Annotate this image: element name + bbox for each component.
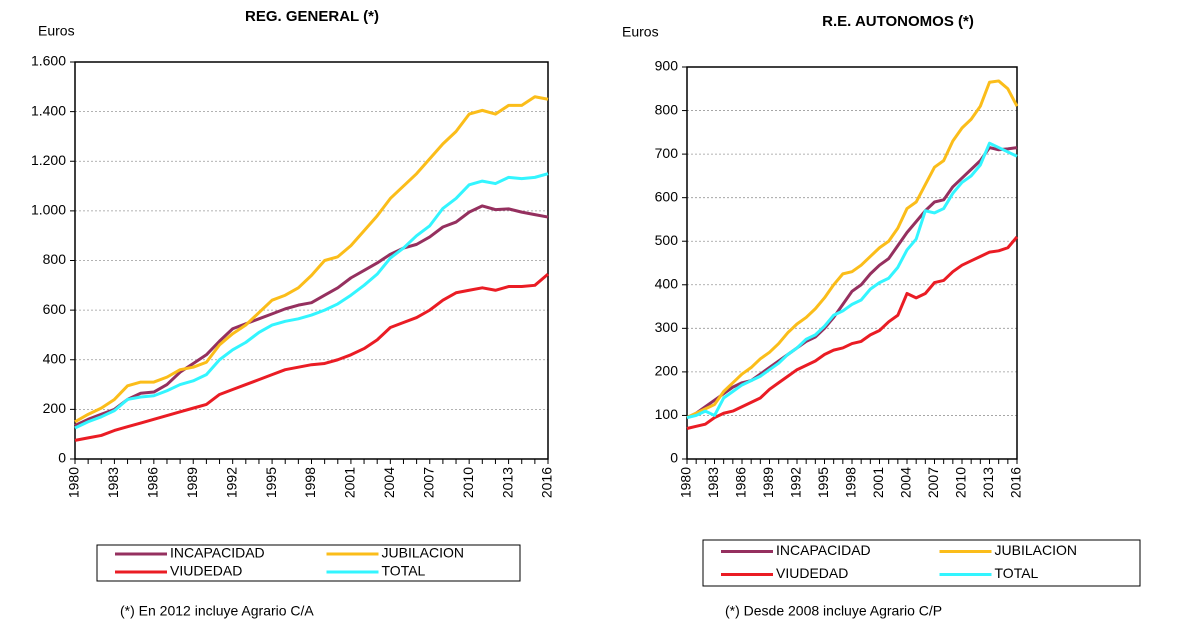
y-tick-label: 1.400 xyxy=(31,102,66,118)
x-tick-label: 2007 xyxy=(925,467,941,498)
x-tick-label: 2004 xyxy=(381,467,397,498)
y-tick-label: 1.600 xyxy=(31,53,66,69)
x-tick-label: 1986 xyxy=(733,467,749,498)
x-tick-label: 1980 xyxy=(66,467,82,498)
legend-label: JUBILACION xyxy=(382,545,464,561)
x-tick-label: 2007 xyxy=(420,467,436,498)
x-tick-label: 2010 xyxy=(953,467,969,498)
legend-label: INCAPACIDAD xyxy=(776,542,871,558)
x-tick-label: 1995 xyxy=(263,467,279,498)
legend-label: TOTAL xyxy=(382,563,426,579)
y-tick-label: 200 xyxy=(655,363,679,379)
data-line xyxy=(74,172,549,430)
y-axis-label: Euros xyxy=(38,23,75,39)
y-tick-label: 1.200 xyxy=(31,152,66,168)
data-line xyxy=(686,235,1019,430)
legend-box xyxy=(702,539,1141,587)
y-tick-label: 700 xyxy=(655,145,679,161)
x-tick-label: 2016 xyxy=(539,467,555,498)
y-tick-label: 600 xyxy=(43,301,67,317)
plot-frame xyxy=(74,61,549,460)
y-tick-label: 300 xyxy=(655,319,679,335)
y-tick-label: 200 xyxy=(43,400,67,416)
legend-label: VIUDEDAD xyxy=(170,563,242,579)
y-tick-label: 1.000 xyxy=(31,202,66,218)
y-tick-label: 600 xyxy=(655,188,679,204)
legend-label: VIUDEDAD xyxy=(776,565,848,581)
y-axis-label: Euros xyxy=(622,24,659,40)
y-tick-label: 400 xyxy=(43,350,67,366)
plot-frame xyxy=(686,66,1018,460)
x-tick-label: 1998 xyxy=(302,467,318,498)
data-line xyxy=(686,79,1019,419)
data-line xyxy=(74,204,549,427)
y-tick-label: 900 xyxy=(655,58,679,74)
y-tick-label: 0 xyxy=(670,450,678,466)
x-tick-label: 1989 xyxy=(760,467,776,498)
y-tick-label: 800 xyxy=(655,101,679,117)
chart: R.E. AUTONOMOS (*) Euros 0 100 200 300 400 500 6… xyxy=(622,13,1141,619)
chart-title: REG. GENERAL (*) xyxy=(245,8,379,25)
legend-label: INCAPACIDAD xyxy=(170,545,265,561)
y-tick-label: 800 xyxy=(43,251,67,267)
footnote: (*) En 2012 incluye Agrario C/A xyxy=(120,603,314,619)
x-tick-label: 1983 xyxy=(105,467,121,498)
legend-label: TOTAL xyxy=(995,565,1039,581)
x-tick-label: 1995 xyxy=(815,467,831,498)
y-tick-label: 100 xyxy=(655,406,679,422)
x-tick-label: 1992 xyxy=(223,467,239,498)
x-tick-label: 1983 xyxy=(705,467,721,498)
x-tick-label: 1989 xyxy=(184,467,200,498)
footnote: (*) Desde 2008 incluye Agrario C/P xyxy=(725,603,942,619)
y-tick-label: 500 xyxy=(655,232,679,248)
x-tick-label: 2001 xyxy=(342,467,358,498)
x-tick-label: 2013 xyxy=(980,467,996,498)
y-tick-label: 400 xyxy=(655,275,679,291)
x-tick-label: 2001 xyxy=(870,467,886,498)
x-tick-label: 1986 xyxy=(145,467,161,498)
legend-box xyxy=(96,544,521,582)
chart: REG. GENERAL (*) Euros 0 200 400 600 800 1.000 1… xyxy=(31,8,555,619)
data-line xyxy=(686,146,1018,419)
x-tick-label: 2016 xyxy=(1008,467,1024,498)
x-tick-label: 1992 xyxy=(788,467,804,498)
x-tick-label: 2013 xyxy=(499,467,515,498)
x-tick-label: 2010 xyxy=(460,467,476,498)
x-tick-label: 2004 xyxy=(898,467,914,498)
data-line xyxy=(686,141,1018,420)
y-tick-label: 0 xyxy=(58,450,66,466)
chart-title: R.E. AUTONOMOS (*) xyxy=(822,13,974,30)
data-line xyxy=(74,95,549,424)
data-line xyxy=(74,273,549,442)
x-tick-label: 1980 xyxy=(678,467,694,498)
legend-label: JUBILACION xyxy=(995,542,1077,558)
x-tick-label: 1998 xyxy=(843,467,859,498)
